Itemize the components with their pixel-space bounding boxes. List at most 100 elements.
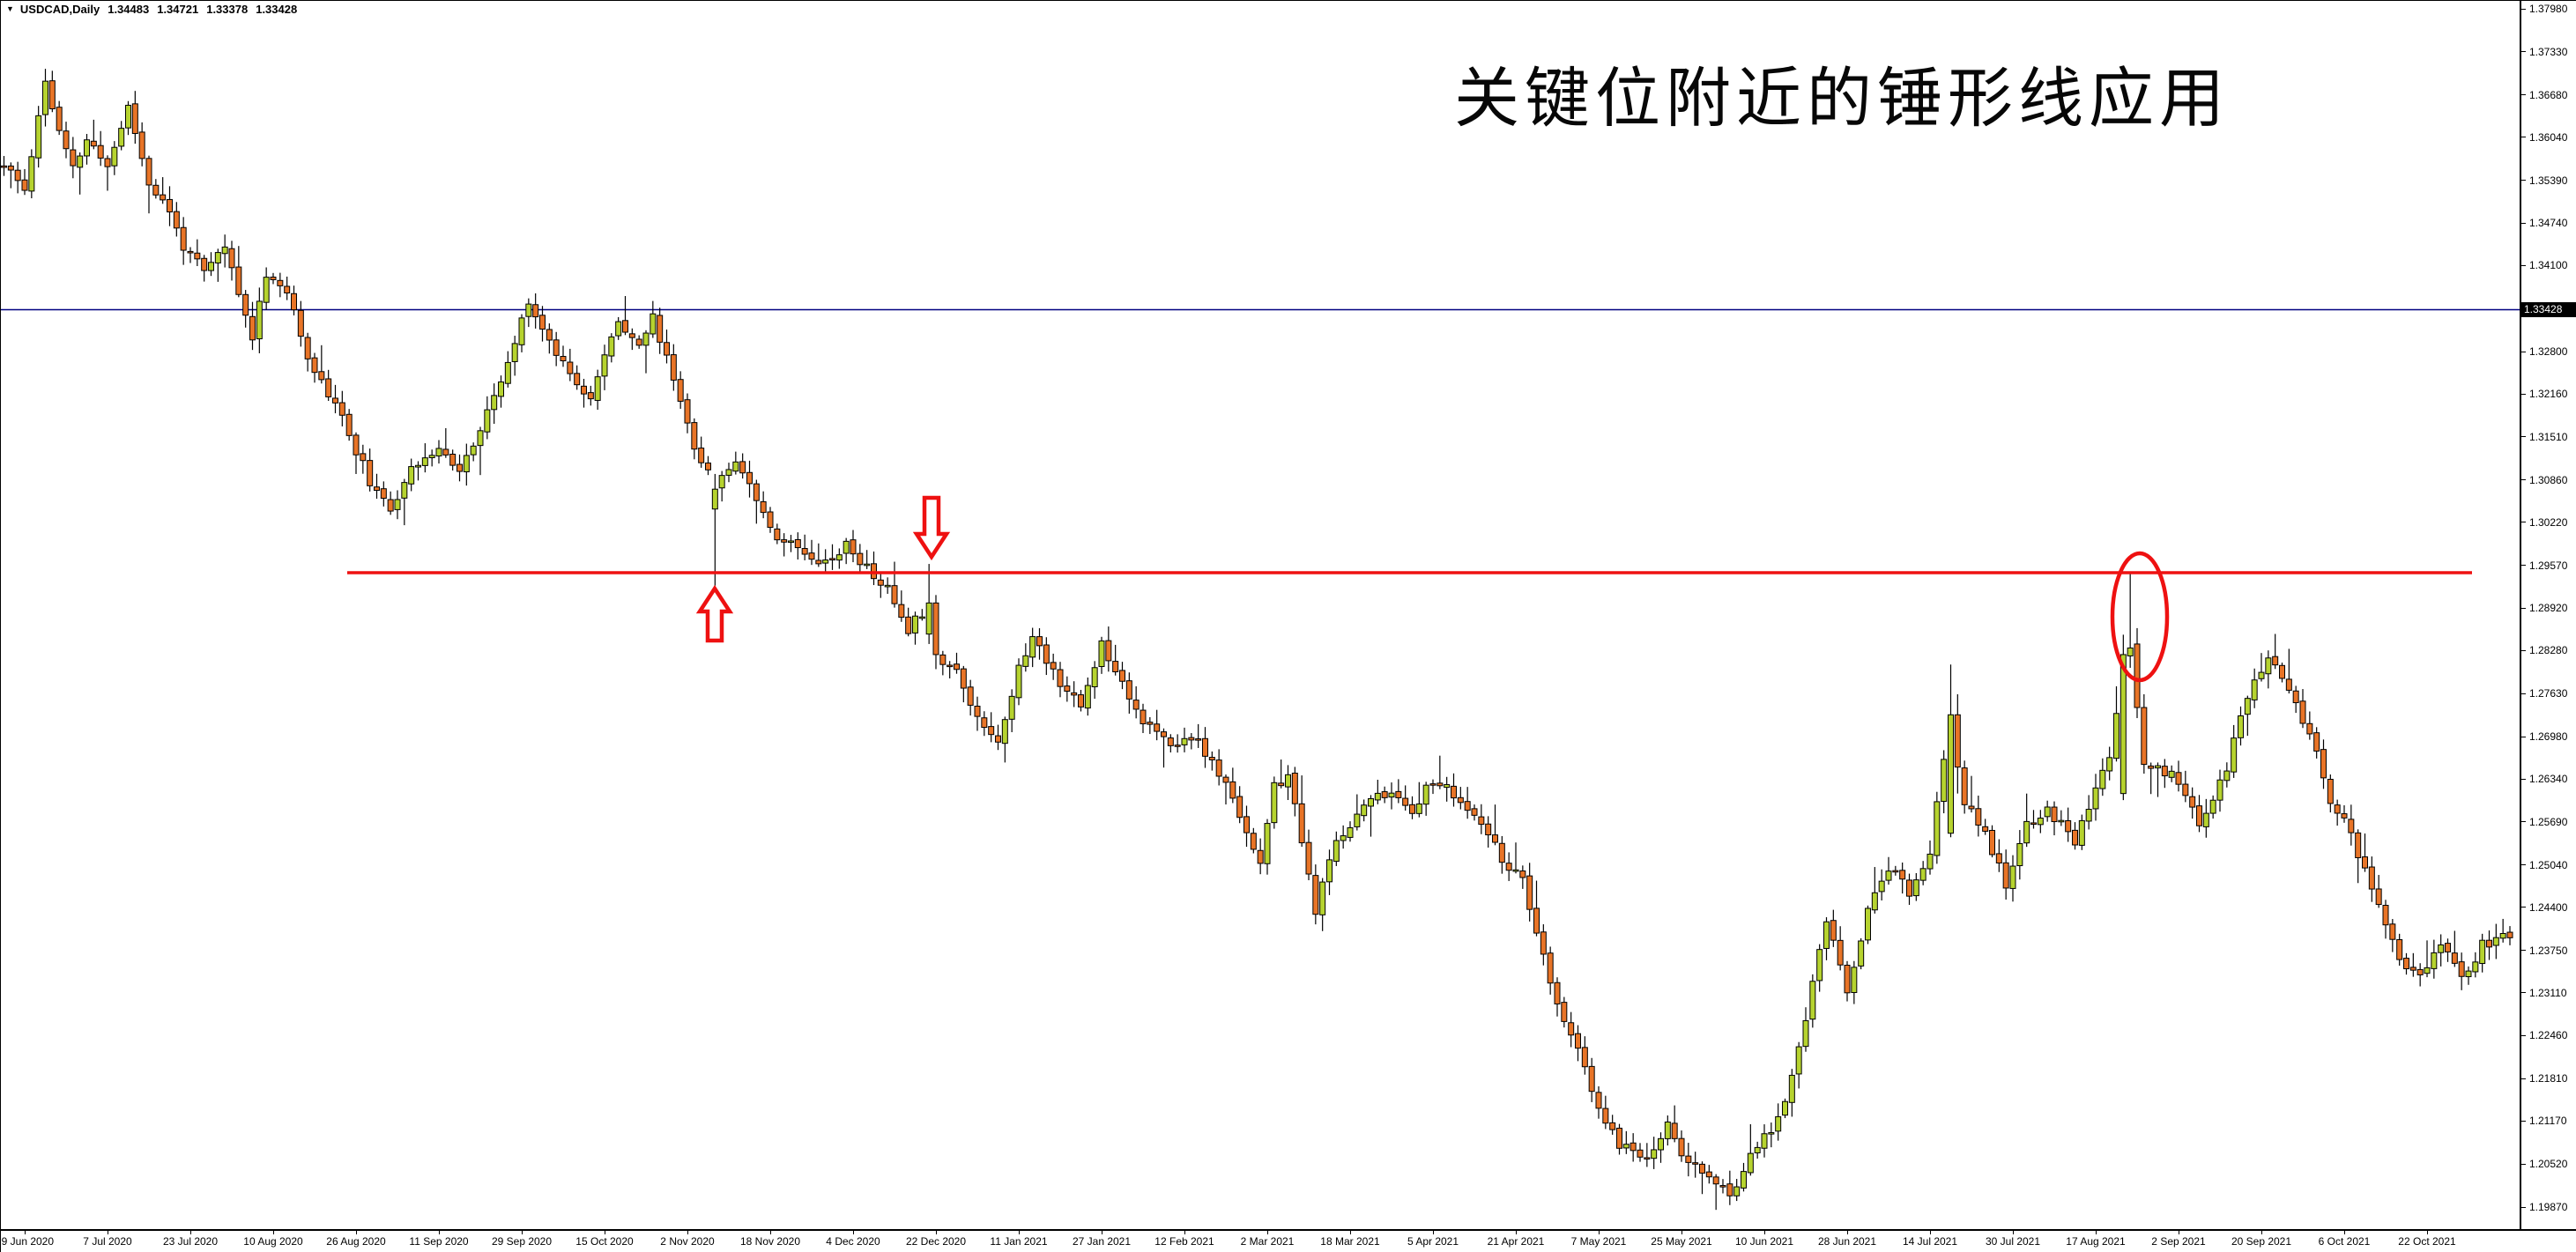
candle-body [1692,1162,1699,1165]
price-axis-tick [2520,436,2526,438]
symbol-info: ▼ USDCAD,Daily 1.34483 1.34721 1.33378 1.3342… [6,3,297,16]
date-axis-tick [2013,1230,2014,1234]
down-arrow-annotation[interactable] [912,495,951,561]
candle-body [732,461,739,472]
price-axis-tick [2520,778,2526,780]
candle-body [1078,694,1084,707]
candle-body [408,466,415,485]
candle-body [249,315,256,341]
candle-body [2196,805,2202,826]
candle-body [960,668,967,689]
candle-body [353,434,360,456]
candle-body [173,211,180,229]
candle-body [201,257,208,271]
candle-body [2065,819,2072,833]
candle-body [1616,1127,1622,1149]
candle-body [670,354,677,381]
candle-body [815,559,822,565]
candle-body [1671,1122,1678,1139]
candle-body [2451,952,2458,964]
price-axis-label: 1.35390 [2529,174,2568,187]
price-axis-tick [2520,94,2526,96]
symbol-dropdown-icon[interactable]: ▼ [6,4,14,13]
candle-body [1215,759,1222,777]
price-axis-tick [2520,693,2526,694]
candle-body [829,558,835,561]
candle-body [864,563,871,567]
date-axis-label: 18 Nov 2020 [739,1235,801,1248]
candle-body [546,329,553,341]
candle-body [1471,808,1478,816]
candle-body [1768,1132,1775,1135]
candle-body [1568,1022,1575,1036]
candle-body [1257,849,1264,864]
candle-body [2148,765,2155,769]
candle-body [111,146,118,167]
candle-body [891,585,898,604]
candle-body [1422,784,1429,805]
price-axis-label: 1.32160 [2529,388,2568,401]
candle-body [214,252,221,263]
candle-body [1250,833,1257,850]
candle-body [1029,636,1036,658]
date-axis[interactable]: 19 Jun 2020 7 Jul 2020 23 Jul 2020 10 Aug 2… [0,1230,2576,1252]
up-arrow-annotation[interactable] [695,584,734,643]
candle-body [1512,869,1519,872]
candle-body [567,361,574,374]
candle-body [650,313,657,335]
price-axis-label: 1.31510 [2529,430,2568,443]
candle-body [1381,791,1388,798]
candle-body [2382,905,2389,926]
price-axis-tick [2520,1206,2526,1208]
candle-body [1505,863,1512,871]
date-axis-tick [1930,1230,1931,1234]
candle-body [1575,1033,1581,1049]
price-axis-label: 1.28280 [2529,644,2568,657]
candle-body [1125,680,1132,700]
candle-body [608,336,615,357]
ellipse-annotation[interactable] [2110,551,2170,683]
candle-body [1609,1122,1616,1130]
candle-body [1982,826,1989,832]
price-axis-label: 1.26340 [2529,773,2568,786]
candle-body [725,469,732,476]
candle-body [235,266,242,295]
candle-body [1705,1171,1712,1178]
candle-body [539,315,546,330]
candle-body [560,356,567,362]
candle-body [1968,805,1975,810]
candle-body [691,422,698,450]
candle-body [2375,888,2382,906]
candle-body [1050,662,1057,670]
candle-body [415,464,421,468]
price-axis-tick [2520,907,2526,908]
candle-body [1326,859,1333,883]
candle-body [2216,779,2223,801]
candle-body [1741,1171,1747,1189]
candle-body [2299,700,2306,724]
date-axis-label: 21 Apr 2021 [1487,1235,1545,1248]
candle-body [2119,654,2127,795]
date-axis-label: 26 Aug 2020 [326,1235,386,1248]
candle-body [1498,842,1505,863]
date-axis-label: 30 Jul 2021 [1985,1235,2041,1248]
price-axis[interactable]: 1.37980 1.37330 1.36680 1.36040 1.35390 1.347… [2520,0,2576,1230]
price-axis-label: 1.21170 [2529,1115,2567,1128]
candle-body [2292,690,2299,704]
candle-body [808,552,815,560]
candle-body [1444,784,1451,789]
candle-body [718,475,725,489]
date-axis-label: 19 Jun 2020 [0,1235,55,1248]
candle-body [1057,669,1064,687]
price-axis-label: 1.22460 [2529,1029,2568,1042]
candle-body [1271,782,1278,824]
candle-body [788,540,794,544]
candle-body [1906,879,1912,897]
candle-body [291,293,297,311]
candle-body [2155,765,2161,769]
candle-body [739,461,746,474]
candle-body [1368,797,1374,807]
candle-body [504,361,511,384]
candle-body [1851,967,1858,994]
